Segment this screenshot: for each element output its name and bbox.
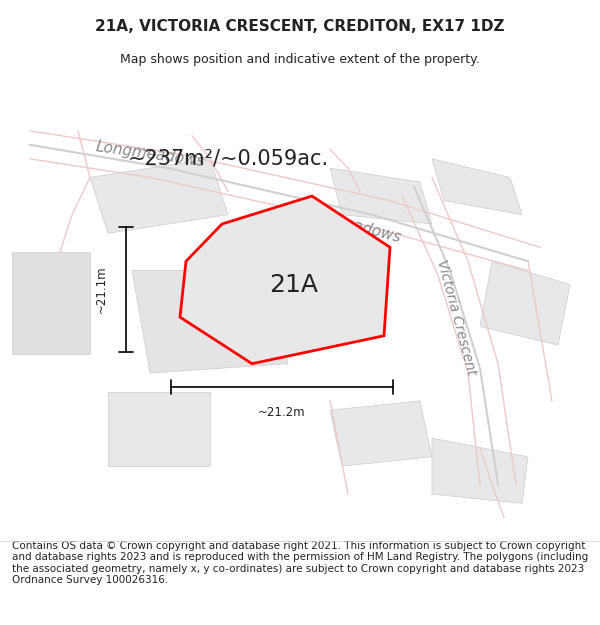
- Polygon shape: [12, 252, 90, 354]
- Polygon shape: [330, 168, 432, 224]
- Text: 21A: 21A: [269, 272, 319, 296]
- Text: Contains OS data © Crown copyright and database right 2021. This information is : Contains OS data © Crown copyright and d…: [12, 541, 588, 586]
- Text: Map shows position and indicative extent of the property.: Map shows position and indicative extent…: [120, 52, 480, 66]
- Polygon shape: [90, 159, 228, 233]
- Text: Longmeadows: Longmeadows: [94, 139, 206, 169]
- Polygon shape: [480, 261, 570, 345]
- Text: ~21.1m: ~21.1m: [95, 266, 108, 313]
- Text: Longmeadows: Longmeadows: [293, 202, 403, 246]
- Polygon shape: [432, 159, 522, 214]
- Text: ~237m²/~0.059ac.: ~237m²/~0.059ac.: [127, 149, 329, 169]
- Text: 21A, VICTORIA CRESCENT, CREDITON, EX17 1DZ: 21A, VICTORIA CRESCENT, CREDITON, EX17 1…: [95, 19, 505, 34]
- Polygon shape: [330, 401, 432, 466]
- Polygon shape: [108, 392, 210, 466]
- Polygon shape: [132, 271, 288, 373]
- Text: Victoria Crescent: Victoria Crescent: [434, 258, 478, 376]
- Polygon shape: [432, 438, 528, 503]
- Polygon shape: [180, 196, 390, 364]
- Text: ~21.2m: ~21.2m: [258, 406, 306, 419]
